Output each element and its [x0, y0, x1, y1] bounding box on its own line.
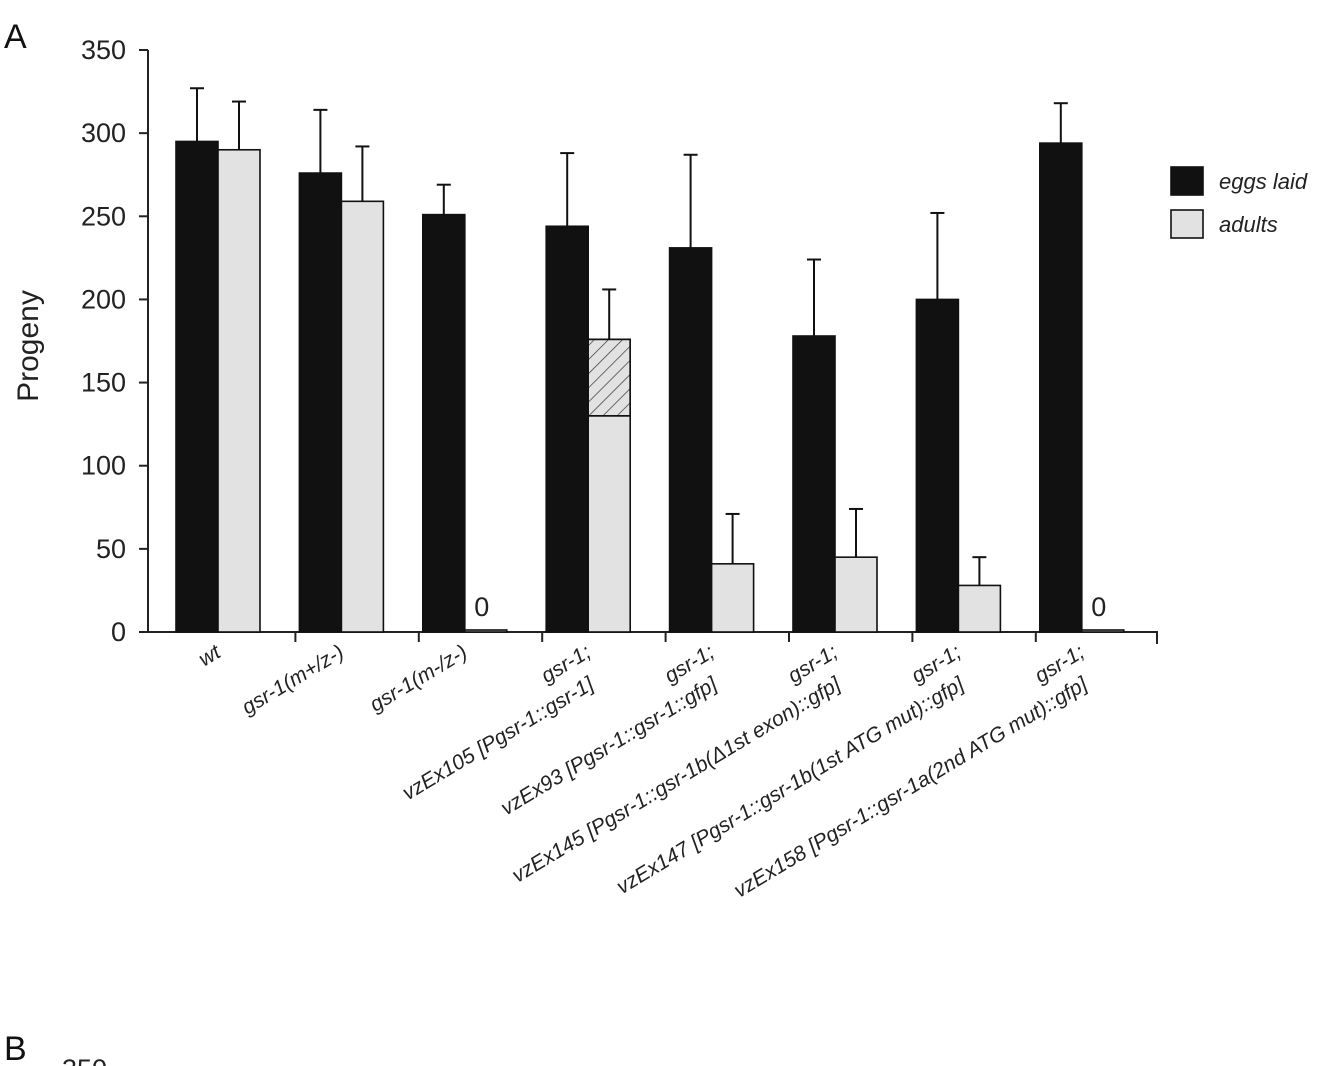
bar-adults: [217, 148, 261, 633]
y-tick-label: 100: [81, 451, 126, 481]
bar-eggs-laid: [1039, 142, 1083, 633]
bar-adults: [710, 563, 755, 633]
y-tick-label: 0: [111, 617, 126, 647]
bar-hatched-segment: [587, 338, 632, 417]
bar-eggs-laid: [421, 213, 466, 633]
bar-adults: [340, 200, 385, 633]
y-tick-label: 250: [81, 201, 126, 231]
bar-adults: [957, 584, 1002, 633]
y-tick-label: 350: [81, 35, 126, 65]
legend-label-eggs-laid: eggs laid: [1219, 169, 1308, 194]
category-label: gsr-1(m-/z-): [366, 641, 472, 717]
category-label-line: vzEx105 [Pgsr-1::gsr-1]: [398, 672, 598, 805]
category-label-line: gsr-1(m+/z-): [238, 641, 348, 720]
zero-value-label: 0: [1091, 592, 1106, 622]
bar-eggs-laid: [792, 335, 836, 633]
bar-eggs-laid: [175, 140, 219, 633]
zero-value-label: 0: [474, 592, 489, 622]
category-label: gsr-1;vzEx158 [Pgsr-1::gsr-1a(2nd ATG mu…: [715, 640, 1103, 902]
panel-label-b: B: [4, 1030, 27, 1066]
x-axis-labels: wt gsr-1(m+/z-) gsr-1(m-/z-) gsr-1;vzEx105 …: [195, 640, 1103, 902]
panel-label-a: A: [4, 18, 27, 56]
bar-eggs-laid: [545, 225, 590, 633]
category-label-line: wt: [195, 640, 226, 671]
bar-adults: [1081, 629, 1125, 633]
category-label: wt: [195, 640, 226, 671]
bar-adults: [463, 629, 508, 633]
category-label: gsr-1(m+/z-): [238, 641, 348, 720]
bar-eggs-laid: [668, 247, 713, 633]
category-label-line: gsr-1(m-/z-): [366, 641, 472, 717]
y-tick-label: 150: [81, 368, 126, 398]
y-tick-label: 50: [96, 534, 126, 564]
y-axis-label: Progeny: [12, 290, 45, 402]
category-label-line: vzEx93 [Pgsr-1::gsr-1::gfp]: [497, 672, 722, 820]
bar-eggs-laid: [915, 298, 960, 633]
legend-label-adults: adults: [1219, 212, 1278, 237]
legend-swatch-eggs-laid: [1170, 166, 1204, 196]
y-tick-label: 200: [81, 284, 126, 314]
bar-adults: [834, 556, 878, 633]
y-tick-label: 300: [81, 118, 126, 148]
bar-eggs-laid: [298, 172, 343, 633]
legend: eggs laid adults: [1170, 166, 1308, 239]
panel-b-partial-tick: 350: [62, 1054, 107, 1066]
legend-swatch-adults: [1170, 209, 1204, 239]
